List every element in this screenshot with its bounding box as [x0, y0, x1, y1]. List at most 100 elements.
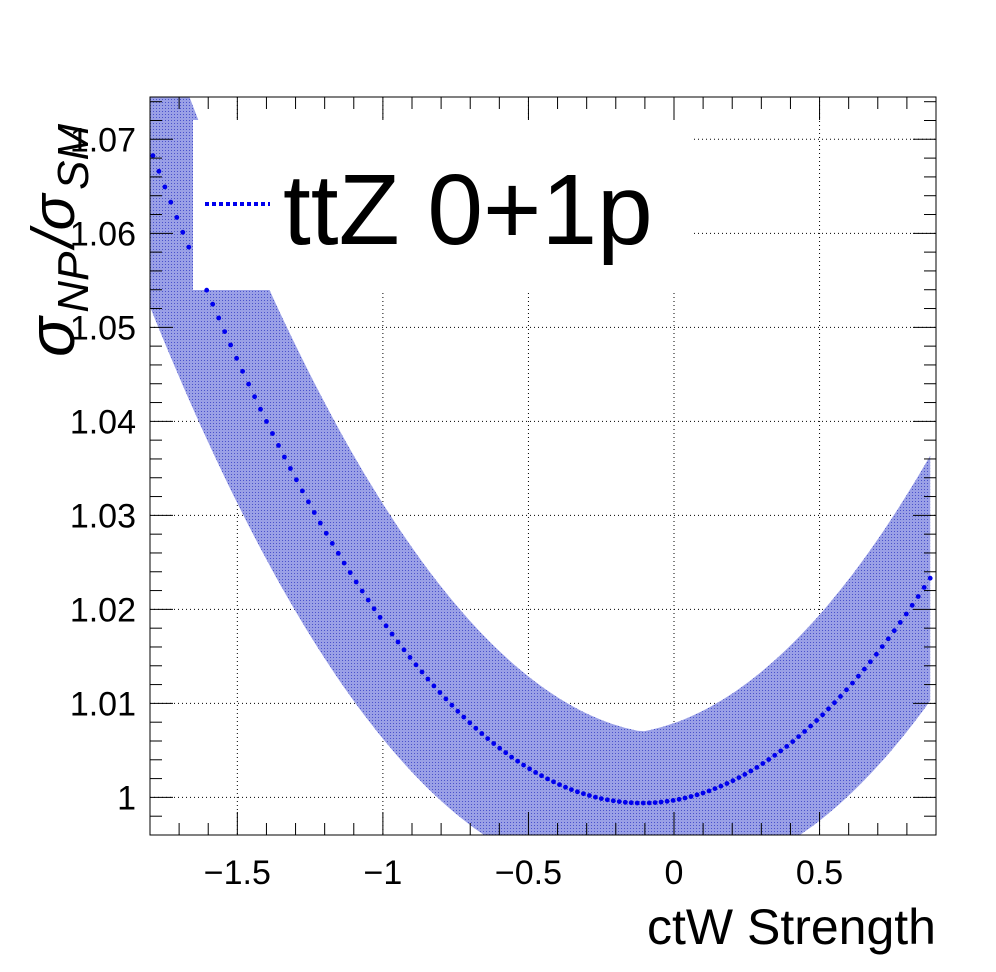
- y-axis-title: σ NP /σ SM: [14, 123, 98, 357]
- curve-point: [216, 315, 222, 321]
- curve-point: [551, 779, 556, 785]
- curve-point: [706, 788, 712, 794]
- curve-point: [491, 741, 497, 746]
- curve-point: [533, 770, 538, 775]
- curve-point: [461, 714, 467, 720]
- curve-point: [927, 575, 933, 581]
- curve-point: [610, 798, 616, 804]
- curve-point: [276, 443, 281, 448]
- curve-point: [335, 550, 341, 556]
- curve-point: [401, 647, 407, 653]
- curve-point: [730, 778, 736, 784]
- curve-point: [234, 355, 240, 361]
- curve-point: [479, 731, 485, 736]
- curve-point: [395, 639, 401, 645]
- svg-text:σ NP /σ: σ NP /σ SM: [14, 123, 98, 357]
- y-tick-label: 1.02: [70, 591, 136, 629]
- y-axis-subscript-sm: SM: [49, 123, 98, 189]
- curve-point: [778, 748, 784, 754]
- curve-point: [700, 790, 706, 796]
- curve-point: [288, 466, 293, 471]
- curve-point: [563, 784, 568, 790]
- uncertainty-band-area: [150, 97, 931, 835]
- y-tick-label: 1.06: [70, 215, 136, 253]
- curve-point: [903, 611, 909, 617]
- curve-point: [258, 406, 263, 412]
- curve-point: [760, 761, 766, 766]
- curve-point: [240, 368, 246, 374]
- curve-point: [838, 694, 843, 699]
- curve-point: [891, 628, 897, 634]
- curve-point: [222, 329, 228, 334]
- curve-point: [832, 700, 837, 706]
- curve-point: [467, 720, 473, 726]
- curve-point: [174, 215, 180, 220]
- curve-point: [718, 783, 724, 789]
- curve-point: [796, 734, 801, 739]
- curve-point: [210, 301, 216, 307]
- legend-entry-label: ttZ 0+1p: [283, 154, 653, 266]
- curve-point: [485, 736, 491, 741]
- curve-point: [473, 725, 479, 731]
- curve-point: [628, 800, 634, 806]
- curve-point: [604, 797, 610, 803]
- curve-point: [646, 800, 652, 806]
- curve-point: [575, 789, 580, 795]
- curve-point: [431, 683, 437, 689]
- curve-point: [455, 708, 461, 714]
- curve-point: [682, 795, 688, 801]
- curve-point: [826, 706, 831, 712]
- curve-point: [772, 752, 778, 758]
- curve-point: [658, 799, 664, 805]
- curve-point: [748, 768, 754, 774]
- curve-point: [162, 184, 168, 190]
- curve-point: [921, 585, 927, 590]
- y-axis-slash-symbol: /σ: [20, 191, 87, 251]
- series-curve: [150, 153, 933, 806]
- curve-point: [509, 754, 514, 760]
- curve-point: [282, 454, 287, 460]
- curve-point: [228, 342, 234, 348]
- legend-box: [193, 120, 693, 290]
- curve-point: [252, 394, 257, 400]
- curve-point: [874, 651, 879, 657]
- curve-point: [784, 744, 790, 749]
- curve-point: [652, 800, 658, 805]
- curve-point: [676, 796, 682, 802]
- curve-point: [808, 723, 813, 729]
- curve-point: [754, 765, 760, 770]
- curve-point: [569, 787, 574, 792]
- curve-point: [323, 530, 329, 536]
- curve-point: [246, 381, 252, 387]
- y-tick-label: 1.04: [70, 403, 136, 441]
- curve-point: [587, 793, 592, 798]
- y-axis-symbol: σ: [14, 315, 88, 357]
- curve-point: [879, 644, 885, 649]
- curve-point: [294, 477, 299, 483]
- tick-labels: −1.5 −1 −0.5 0 0.5 1 1.01 1.02 1.03 1.04 1.05 1.06 1…: [70, 121, 843, 892]
- curve-point: [407, 655, 413, 660]
- curve-point: [915, 594, 921, 599]
- curve-point: [694, 792, 700, 798]
- curve-point: [724, 781, 730, 786]
- curve-point: [670, 798, 676, 803]
- y-tick-label: 1.05: [70, 309, 136, 347]
- curve-point: [497, 745, 503, 751]
- curve-point: [353, 579, 359, 585]
- curve-point: [598, 796, 604, 801]
- curve-point: [270, 431, 275, 436]
- x-tick-label: 0: [665, 854, 684, 892]
- curve-point: [527, 766, 532, 772]
- curve-point: [329, 541, 335, 546]
- curve-point: [419, 669, 425, 675]
- legend: ttZ 0+1p: [205, 154, 653, 266]
- y-tick-label: 1.07: [70, 121, 136, 159]
- curve-point: [515, 758, 520, 764]
- curve-point: [300, 488, 305, 494]
- curve-point: [712, 786, 718, 791]
- uncertainty-band: [150, 97, 931, 835]
- curve-point: [545, 776, 550, 782]
- curve-point: [897, 620, 903, 625]
- y-tick-label: 1.03: [70, 497, 136, 535]
